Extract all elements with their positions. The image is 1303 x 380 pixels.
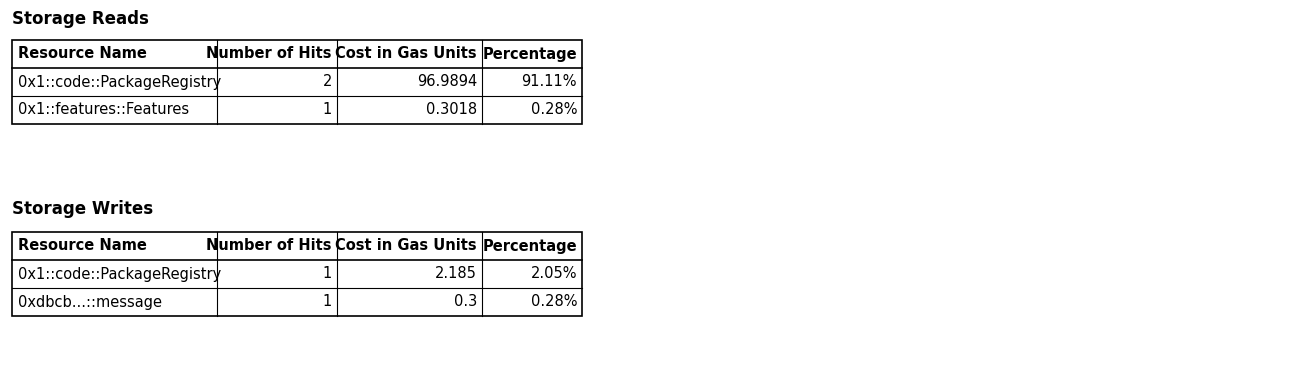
Text: Storage Reads: Storage Reads	[12, 10, 149, 28]
Text: Resource Name: Resource Name	[18, 239, 147, 253]
Text: 0.28%: 0.28%	[530, 103, 577, 117]
Text: Number of Hits: Number of Hits	[206, 46, 332, 62]
Text: Percentage: Percentage	[482, 239, 577, 253]
Text: 1: 1	[323, 294, 332, 309]
Text: 96.9894: 96.9894	[417, 74, 477, 90]
Text: 1: 1	[323, 266, 332, 282]
Text: Cost in Gas Units: Cost in Gas Units	[335, 46, 477, 62]
Text: Storage Writes: Storage Writes	[12, 200, 154, 218]
Text: Percentage: Percentage	[482, 46, 577, 62]
Text: 0x1::code::PackageRegistry: 0x1::code::PackageRegistry	[18, 266, 222, 282]
Text: Cost in Gas Units: Cost in Gas Units	[335, 239, 477, 253]
Text: 1: 1	[323, 103, 332, 117]
Text: 0.28%: 0.28%	[530, 294, 577, 309]
Text: 2.185: 2.185	[435, 266, 477, 282]
Text: 0xdbcb...::message: 0xdbcb...::message	[18, 294, 162, 309]
Bar	[12, 40, 582, 124]
Text: Number of Hits: Number of Hits	[206, 239, 332, 253]
Text: 91.11%: 91.11%	[521, 74, 577, 90]
Bar	[12, 232, 582, 316]
Text: 0x1::code::PackageRegistry: 0x1::code::PackageRegistry	[18, 74, 222, 90]
Text: Resource Name: Resource Name	[18, 46, 147, 62]
Text: 0x1::features::Features: 0x1::features::Features	[18, 103, 189, 117]
Text: 0.3: 0.3	[453, 294, 477, 309]
Text: 0.3018: 0.3018	[426, 103, 477, 117]
Text: 2: 2	[323, 74, 332, 90]
Text: 2.05%: 2.05%	[530, 266, 577, 282]
